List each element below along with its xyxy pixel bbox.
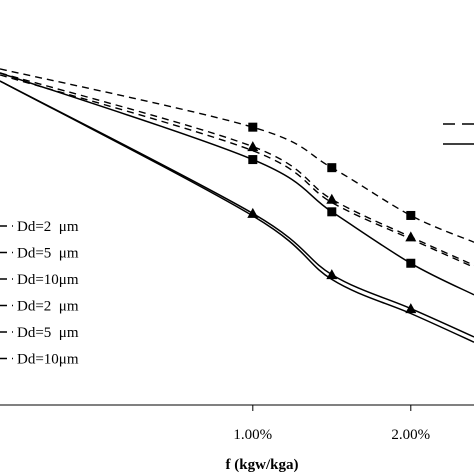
marker-triangle-solid-triangle	[247, 207, 259, 218]
marker-triangle-solid-triangle	[326, 269, 338, 280]
legend-right	[443, 123, 474, 145]
series-layer	[0, 68, 474, 343]
legend-left-label: Dd=2 μm	[17, 219, 79, 235]
marker-square-solid-square	[327, 207, 337, 217]
x-axis-title: f (kgw/kga)	[226, 457, 299, 473]
marker-triangle-dashed-triangle	[326, 193, 338, 204]
marker-square-solid-square	[406, 258, 416, 268]
marker-triangle-dashed-triangle	[247, 141, 259, 152]
marker-square-dashed-square	[406, 210, 416, 220]
legend-left-label: Dd=2 μm	[17, 299, 79, 315]
marker-square-dashed-square	[248, 122, 258, 132]
x-tick-label: 2.00%	[391, 427, 430, 443]
series-line-solid-square	[0, 72, 474, 296]
marker-triangle-solid-triangle	[405, 303, 417, 314]
marker-square-solid-square	[248, 155, 258, 165]
legend-left-label: Dd=10μm	[17, 352, 79, 368]
series-line-solid-triangle	[0, 80, 474, 338]
series-line-solid-plain	[0, 80, 474, 343]
series-line-dashed-plain	[0, 74, 474, 268]
series-line-dashed-square	[0, 68, 474, 243]
legend-left-label: Dd=5 μm	[17, 246, 79, 262]
legend-left: Dd=2 μm Dd=5 μm Dd=10μm Dd=2 μm Dd=5 μm Dd=10…	[0, 219, 79, 368]
x-tick-label: 1.00%	[233, 427, 272, 443]
marker-layer	[247, 122, 417, 314]
legend-left-label: Dd=5 μm	[17, 325, 79, 341]
marker-square-dashed-square	[327, 163, 337, 173]
x-tick-layer: 1.00% 2.00%	[233, 405, 430, 443]
marker-triangle-dashed-triangle	[405, 231, 417, 242]
legend-left-label: Dd=10μm	[17, 272, 79, 288]
series-line-dashed-triangle	[0, 72, 474, 266]
